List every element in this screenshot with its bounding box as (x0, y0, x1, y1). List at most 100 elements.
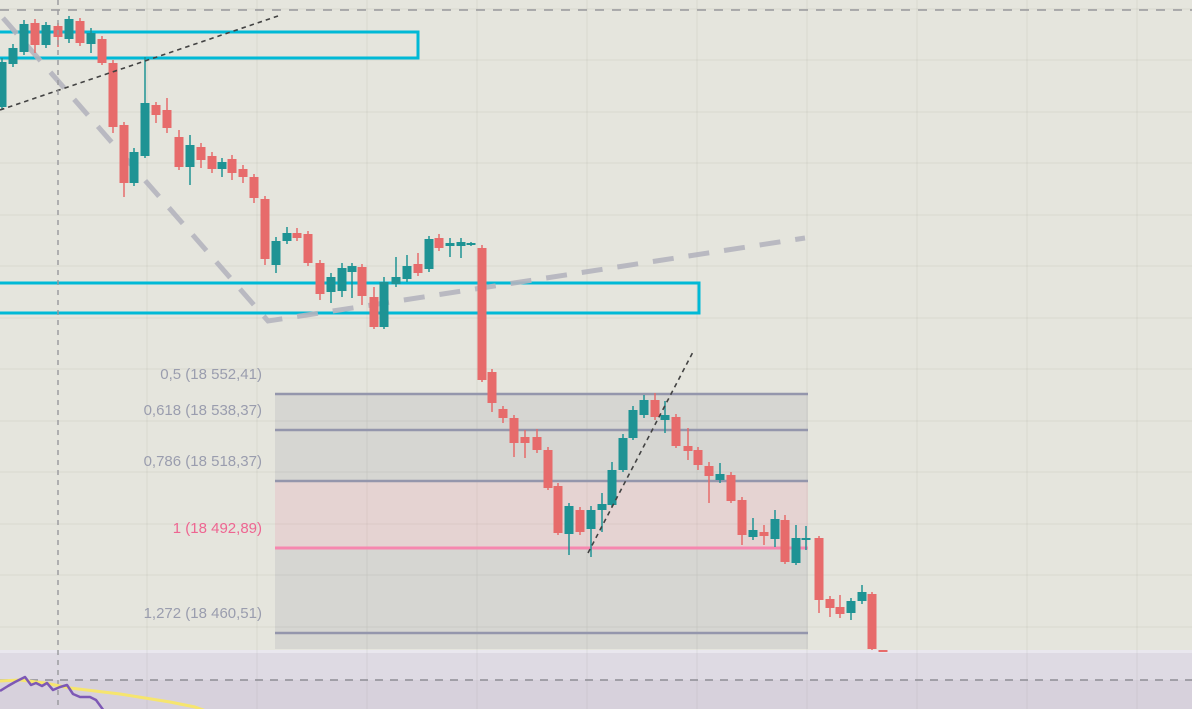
dotted-trendline[interactable] (587, 349, 695, 554)
candle-body (282, 233, 292, 241)
candle-body (217, 162, 227, 169)
candle-body (801, 538, 811, 540)
candle (748, 518, 758, 540)
candle (520, 430, 530, 458)
pane-separator[interactable] (0, 650, 1192, 653)
candle-body (650, 400, 660, 417)
candle (586, 506, 596, 557)
candle-body (748, 530, 758, 537)
candle-body (174, 137, 184, 167)
candle-body (846, 601, 856, 613)
candle (878, 650, 888, 652)
candle-body (86, 33, 96, 44)
candle-body (271, 241, 281, 265)
candle-body (391, 277, 401, 284)
candle (466, 242, 476, 246)
candle (75, 18, 85, 46)
candle (207, 152, 217, 173)
candle (217, 158, 227, 177)
candle (543, 447, 553, 490)
candle (0, 58, 7, 110)
candle-body (8, 48, 18, 64)
candle (791, 525, 801, 565)
candle-body (737, 500, 747, 535)
candle (487, 369, 497, 412)
candle-body (337, 268, 347, 291)
candle-body (553, 486, 563, 533)
candle-body (357, 267, 367, 296)
candle-body (704, 466, 714, 476)
candle (424, 236, 434, 272)
candle-body (586, 510, 596, 529)
candle (814, 536, 824, 613)
candle (347, 263, 357, 298)
candle-body (369, 297, 379, 327)
candle-body (639, 400, 649, 415)
candle (564, 503, 574, 555)
candle (292, 228, 302, 241)
candle-body (867, 594, 877, 649)
candle (303, 231, 313, 266)
candle-body (75, 21, 85, 43)
candle (825, 596, 835, 617)
candle-body (543, 450, 553, 488)
indicator-pane-upper-bg (0, 650, 1192, 680)
candle (704, 462, 714, 503)
candle-body (597, 504, 607, 510)
candle-body (238, 169, 248, 177)
candle (8, 44, 18, 67)
candle-body (30, 23, 40, 45)
candle (456, 238, 466, 258)
candle (391, 257, 401, 287)
candle (282, 227, 292, 244)
candle-body (878, 650, 888, 652)
candle (41, 22, 51, 48)
candle-body (520, 437, 530, 443)
candle (402, 255, 412, 282)
candle (315, 260, 325, 300)
candle (19, 20, 29, 55)
candle-body (671, 417, 681, 446)
candle (671, 414, 681, 448)
supply-zone-box[interactable] (0, 30, 420, 60)
candle (227, 155, 237, 180)
candle (174, 130, 184, 170)
candle-body (791, 538, 801, 563)
candle-body (814, 538, 824, 600)
candle-body (857, 592, 867, 601)
fib-band-gray (275, 633, 808, 649)
candle-body (424, 239, 434, 269)
candle (326, 273, 336, 303)
candle (64, 16, 74, 43)
candle-body (477, 248, 487, 380)
candle-body (575, 510, 585, 532)
candle (835, 595, 845, 618)
candle-body (532, 437, 542, 450)
candle-body (564, 506, 574, 534)
dotted-trendline[interactable] (0, 15, 279, 111)
candle-body (456, 242, 466, 246)
candle-body (413, 264, 423, 273)
candle (857, 585, 867, 604)
supply-zone-box[interactable] (0, 281, 701, 315)
candle-body (41, 25, 51, 45)
candle (434, 234, 444, 251)
candle (162, 98, 172, 133)
candle-body (119, 125, 129, 183)
gray-dashed-trendline[interactable] (1, 16, 806, 324)
candle (553, 483, 563, 535)
candle (509, 415, 519, 457)
candle (337, 263, 347, 297)
candle-body (715, 474, 725, 480)
candle-body (249, 177, 259, 198)
candle (196, 143, 206, 168)
candle-body (97, 39, 107, 63)
candle (650, 393, 660, 420)
candle-body (607, 470, 617, 505)
candle (759, 525, 769, 545)
candle-body (151, 105, 161, 115)
candle-body (0, 62, 7, 107)
candle (86, 28, 96, 53)
candle-body (509, 418, 519, 443)
